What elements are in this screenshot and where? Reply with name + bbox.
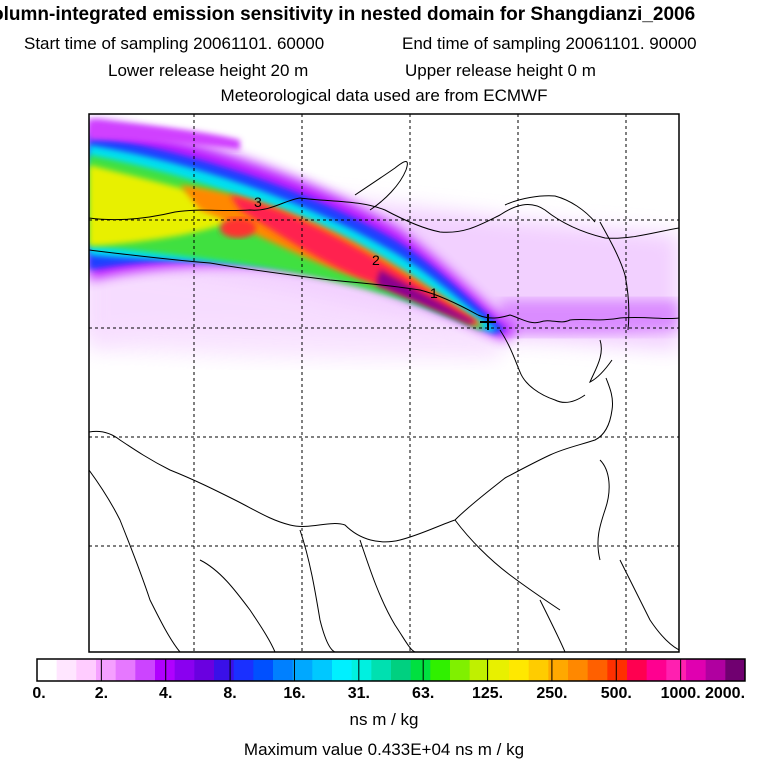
colorbar-swatch	[351, 659, 372, 681]
colorbar-swatch	[509, 659, 530, 681]
hotspot	[220, 218, 256, 238]
colorbar-tick-label: 8.	[223, 685, 237, 702]
colorbar-swatch	[135, 659, 156, 681]
colorbar-swatch	[292, 659, 313, 681]
low-sensitivity-patches	[89, 260, 500, 360]
colorbar-swatch	[214, 659, 235, 681]
colorbar-swatch	[568, 659, 589, 681]
colorbar-unit: ns m / kg	[349, 710, 419, 729]
colorbar-swatch	[56, 659, 77, 681]
colorbar-tick-label: 4.	[159, 685, 173, 702]
east-band	[500, 300, 679, 335]
colorbar-swatch	[725, 659, 746, 681]
upper-release-height-text: Upper release height 0 m	[405, 61, 596, 80]
plume-core	[376, 270, 475, 324]
colorbar-swatch	[233, 659, 254, 681]
colorbar-swatch	[489, 659, 510, 681]
colorbar-swatch	[666, 659, 687, 681]
colorbar-swatch	[391, 659, 412, 681]
plume-yellow	[89, 165, 260, 246]
contour-label-2: 2	[372, 252, 380, 268]
colorbar-tick-label: 2.	[94, 685, 109, 702]
coastlines	[89, 161, 679, 652]
colorbar-swatch	[76, 659, 97, 681]
colorbar-swatch	[37, 659, 58, 681]
contour-label-3: 3	[254, 194, 262, 210]
contour-label-1: 1	[430, 285, 438, 301]
colorbar-swatch	[96, 659, 117, 681]
colorbar-swatch	[312, 659, 333, 681]
colorbar-tick-label: 2000.	[704, 685, 746, 702]
colorbar-swatch	[646, 659, 667, 681]
colorbar-tick-label: 500.	[600, 685, 632, 702]
colorbar-swatch	[548, 659, 569, 681]
colorbar-swatch	[686, 659, 707, 681]
map-grid	[89, 114, 679, 652]
map-frame	[88, 113, 680, 653]
colorbar-swatch	[371, 659, 392, 681]
colorbar-tick-label: 31.	[347, 685, 370, 702]
colorbar-swatch	[273, 659, 294, 681]
colorbar-swatch	[430, 659, 451, 681]
colorbar-swatch	[705, 659, 726, 681]
plume-tail	[89, 120, 240, 150]
colorbar-swatch	[607, 659, 628, 681]
colorbar-tick-label: 1000.	[660, 685, 701, 702]
colorbar	[36, 658, 746, 682]
colorbar-swatch	[587, 659, 608, 681]
colorbar-swatch	[450, 659, 471, 681]
colorbar-swatch	[174, 659, 195, 681]
receptor-marker-icon	[480, 314, 496, 330]
colorbar-swatch	[410, 659, 431, 681]
colorbar-tick-label: 250.	[536, 685, 568, 702]
colorbar-swatch	[332, 659, 353, 681]
colorbar-swatch	[469, 659, 490, 681]
colorbar-swatch	[627, 659, 648, 681]
colorbar-tick-label: 63.	[412, 685, 435, 702]
colorbar-swatch	[528, 659, 549, 681]
lower-release-height-text: Lower release height 20 m	[108, 61, 309, 80]
colorbar-swatch	[194, 659, 215, 681]
colorbar-swatch	[253, 659, 274, 681]
map-title: olumn-integrated emission sensitivity in…	[0, 4, 696, 25]
colorbar-swatch	[155, 659, 176, 681]
colorbar-tick-label: 125.	[471, 685, 504, 702]
sampling-start-text: Start time of sampling 20061101. 60000	[24, 34, 325, 53]
colorbar-tick-label: 16.	[283, 685, 306, 702]
maximum-value-text: Maximum value 0.433E+04 ns m / kg	[243, 740, 525, 759]
colorbar-tick-label: 0.	[32, 685, 46, 702]
colorbar-swatch	[115, 659, 136, 681]
met-data-note: Meteorological data used are from ECMWF	[220, 86, 548, 105]
sampling-end-text: End time of sampling 20061101. 90000	[402, 34, 697, 53]
emission-sensitivity-field	[89, 120, 679, 360]
